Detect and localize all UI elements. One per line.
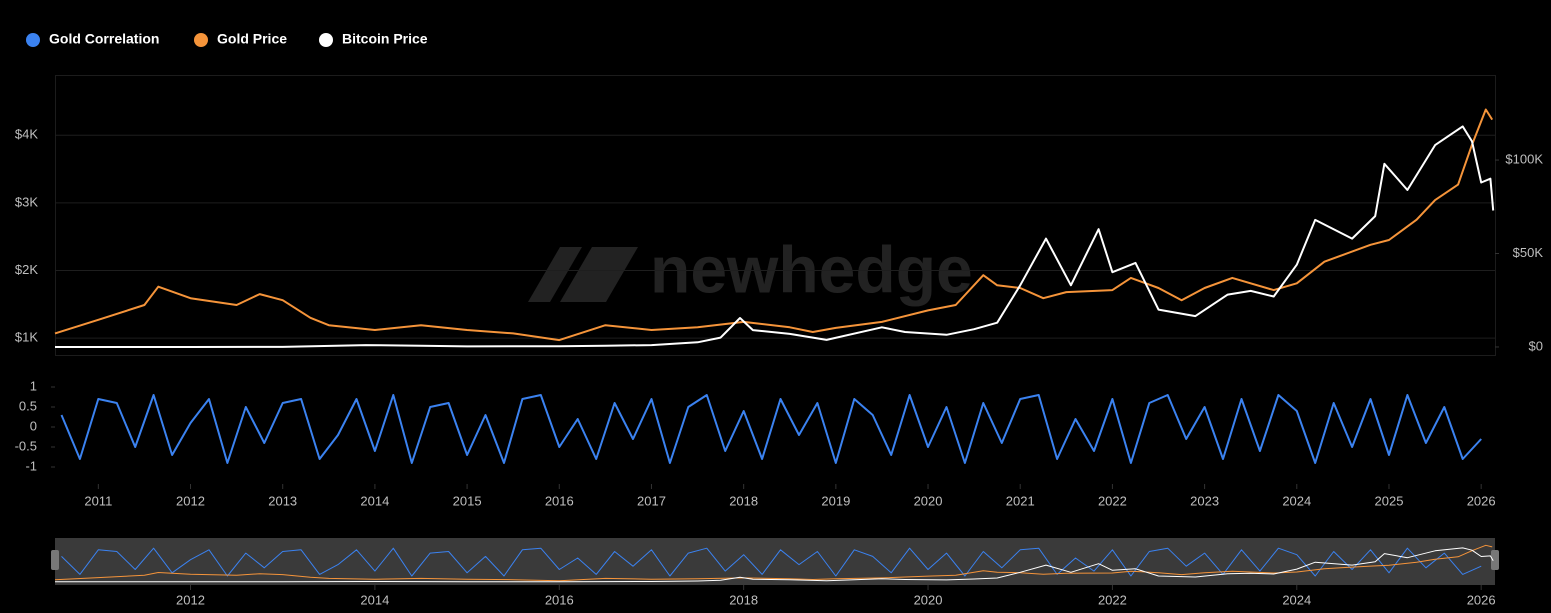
navigator-handle-right[interactable]: [1491, 550, 1499, 570]
x-tick-label: 2013: [268, 493, 297, 508]
navigator-tick-label: 2016: [545, 592, 574, 607]
y3-tick-label: -1: [25, 458, 37, 473]
y2-tick-label: $0: [1529, 338, 1543, 353]
x-tick-label: 2019: [821, 493, 850, 508]
x-tick-label: 2020: [914, 493, 943, 508]
x-tick-label: 2016: [545, 493, 574, 508]
watermark: newhedge: [528, 232, 973, 306]
navigator-line: [55, 547, 1494, 583]
y2-tick-label: $100K: [1505, 151, 1543, 166]
legend-label: Bitcoin Price: [342, 31, 428, 47]
y-tick-label: $2K: [15, 262, 38, 277]
series-line: [55, 125, 1495, 348]
x-tick-label: 2012: [176, 493, 205, 508]
legend-marker: [319, 33, 333, 47]
navigator-tick-label: 2022: [1098, 592, 1127, 607]
navigator-tick-label: 2026: [1467, 592, 1496, 607]
watermark-logo: [528, 247, 638, 302]
navigator-tick-label: 2020: [914, 592, 943, 607]
y-tick-label: $4K: [15, 127, 38, 142]
legend-marker: [26, 33, 40, 47]
y3-tick-label: 0.5: [19, 398, 37, 413]
legend-label: Gold Correlation: [49, 31, 159, 47]
navigator-line: [61, 547, 1482, 577]
y2-tick-label: $50K: [1513, 245, 1544, 260]
x-tick-label: 2024: [1282, 493, 1311, 508]
navigator-handle-left[interactable]: [51, 550, 59, 570]
watermark-text: newhedge: [650, 232, 973, 306]
x-tick-label: 2025: [1375, 493, 1404, 508]
navigator-tick-label: 2012: [176, 592, 205, 607]
x-tick-label: 2023: [1190, 493, 1219, 508]
legend-marker: [194, 33, 208, 47]
navigator-selection[interactable]: [55, 538, 1495, 585]
navigator-line: [54, 544, 1493, 582]
legend-label: Gold Price: [217, 31, 287, 47]
y3-tick-label: -0.5: [15, 438, 37, 453]
x-tick-label: 2011: [84, 493, 112, 508]
x-tick-label: 2018: [729, 493, 758, 508]
x-tick-label: 2026: [1467, 493, 1496, 508]
y-tick-label: $1K: [15, 330, 38, 345]
x-tick-label: 2015: [453, 493, 482, 508]
navigator-tick-label: 2024: [1282, 592, 1311, 607]
main-panel-frame: [55, 75, 1496, 356]
navigator-tick-label: 2018: [729, 592, 758, 607]
x-tick-label: 2021: [1006, 493, 1035, 508]
x-tick-label: 2014: [360, 493, 389, 508]
navigator-tick-label: 2014: [360, 592, 389, 607]
y-tick-label: $3K: [15, 194, 38, 209]
x-tick-label: 2017: [637, 493, 666, 508]
y3-tick-label: 1: [30, 378, 37, 393]
x-tick-label: 2022: [1098, 493, 1127, 508]
y3-tick-label: 0: [30, 418, 37, 433]
series-line: [60, 394, 1482, 464]
series-line: [54, 108, 1494, 342]
